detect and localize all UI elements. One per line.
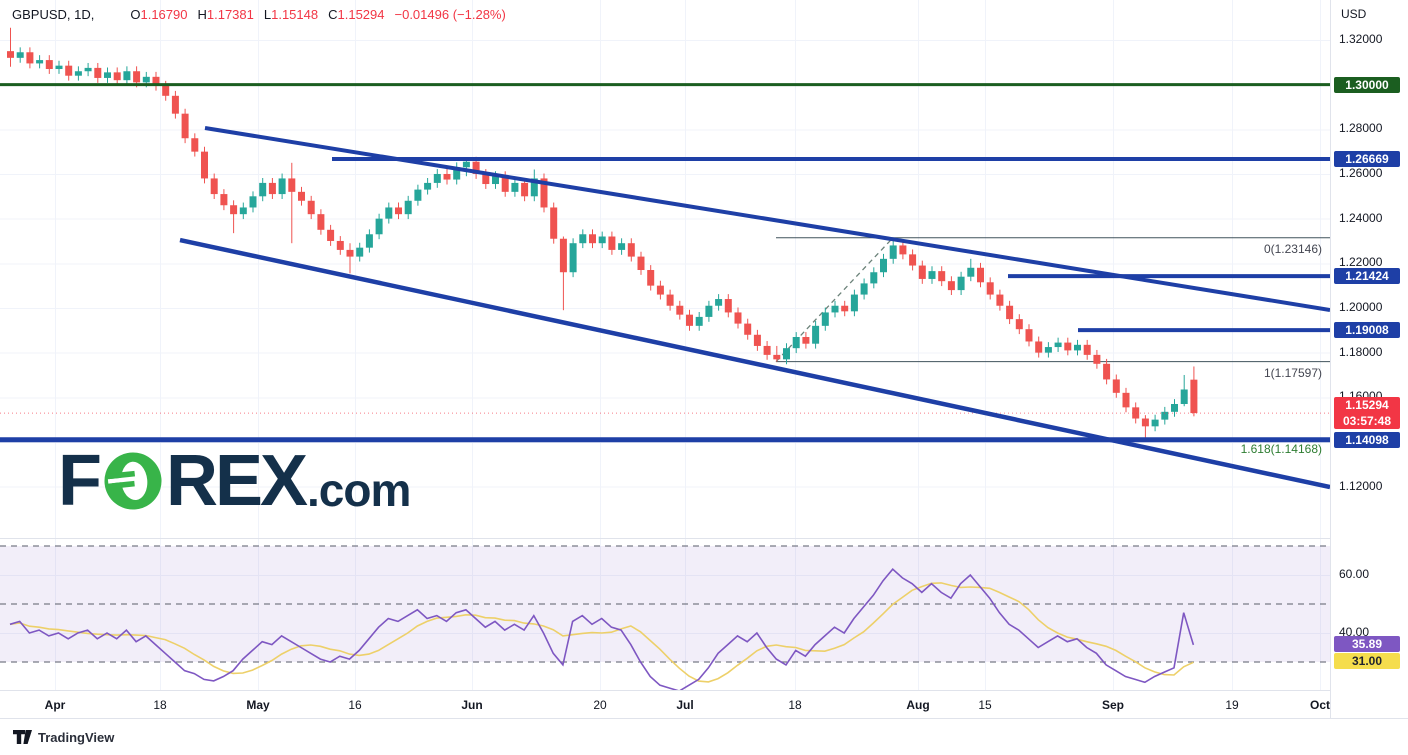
price-tick: 1.22000 xyxy=(1339,255,1383,270)
low-label: L xyxy=(263,7,272,22)
time-tick-day: 18 xyxy=(788,698,802,712)
last-price-badge: 1.15294 03:57:48 xyxy=(1334,397,1400,430)
price-tick: 1.24000 xyxy=(1339,210,1383,225)
time-tick-day: 20 xyxy=(593,698,607,712)
open-value: 1.16790 xyxy=(140,7,188,22)
high-value: 1.17381 xyxy=(206,7,254,22)
time-tick-month: Jul xyxy=(676,698,694,712)
time-tick-month: Jun xyxy=(461,698,483,712)
price-tick: 1.12000 xyxy=(1339,478,1383,493)
chart-canvas[interactable] xyxy=(0,0,1330,718)
low-value: 1.15148 xyxy=(271,7,319,22)
close-label: C xyxy=(328,7,338,22)
rsi-tick: 60.00 xyxy=(1339,567,1370,581)
time-tick-month: May xyxy=(246,698,270,712)
price-axis[interactable]: USD 1.32000 1.28000 1.26000 1.24000 1.22000 1… xyxy=(1330,0,1408,718)
price-tick: 1.18000 xyxy=(1339,344,1383,359)
price-tick: 1.20000 xyxy=(1339,299,1383,314)
symbol-header: GBPUSD, 1D, O1.16790 H1.17381 L1.15148 C1.15… xyxy=(12,7,506,22)
footer-bar: TradingView xyxy=(0,718,1408,755)
close-value: 1.15294 xyxy=(337,7,385,22)
level-badge: 1.19008 xyxy=(1334,322,1400,339)
rsi-value-badge: 35.89 xyxy=(1334,635,1400,652)
symbol-title[interactable]: GBPUSD, 1D, xyxy=(12,7,95,22)
time-tick-day: 19 xyxy=(1225,698,1239,712)
change-value: −0.01496 (−1.28%) xyxy=(394,7,506,22)
price-tick: 1.28000 xyxy=(1339,121,1383,136)
time-tick-day: 15 xyxy=(978,698,992,712)
tradingview-logo-icon[interactable] xyxy=(13,729,32,745)
level-badge: 1.21424 xyxy=(1334,268,1400,285)
currency-label: USD xyxy=(1341,7,1367,21)
time-axis[interactable]: Apr 18 May 16 Jun 20 Jul 18 Aug 15 Sep 19 Oct xyxy=(0,690,1330,719)
time-tick-month: Apr xyxy=(44,698,66,712)
countdown-timer: 03:57:48 xyxy=(1342,414,1392,429)
level-badge: 1.14098 xyxy=(1334,431,1400,448)
time-tick-month: Aug xyxy=(906,698,930,712)
high-label: H xyxy=(197,7,207,22)
open-label: O xyxy=(130,7,141,22)
tradingview-logo-text[interactable]: TradingView xyxy=(38,729,115,745)
time-tick-month: Oct xyxy=(1309,698,1331,712)
time-tick-month: Sep xyxy=(1101,698,1125,712)
time-tick-day: 16 xyxy=(348,698,362,712)
price-tick: 1.32000 xyxy=(1339,31,1383,46)
price-tick: 1.26000 xyxy=(1339,165,1383,180)
level-badge: 1.26669 xyxy=(1334,151,1400,168)
rsi-value-badge: 31.00 xyxy=(1334,653,1400,670)
rsi-tick: 40.00 xyxy=(1339,625,1370,639)
level-badge: 1.30000 xyxy=(1334,76,1400,93)
time-tick-day: 18 xyxy=(153,698,167,712)
